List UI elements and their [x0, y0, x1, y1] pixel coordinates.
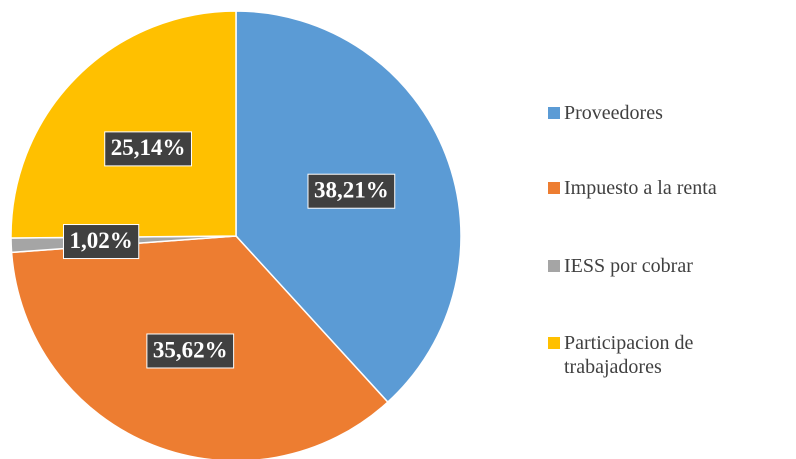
data-label-text: 35,62% — [153, 337, 228, 362]
data-label-box — [62, 224, 140, 260]
data-label-box — [307, 173, 396, 209]
data-label-text: 1,02% — [69, 228, 132, 253]
data-label-text: 38,21% — [314, 177, 389, 202]
legend-swatch — [548, 260, 560, 272]
data-label-text: 25,14% — [111, 135, 186, 160]
legend-label: Proveedores — [564, 102, 663, 124]
legend-item: IESS por cobrar — [548, 254, 788, 278]
legend-label: Participacion de trabajadores — [564, 332, 694, 378]
pie-slice — [10, 10, 237, 239]
data-label: 38,21% — [307, 173, 396, 209]
legend-swatch — [548, 107, 560, 119]
data-label-box — [104, 131, 192, 167]
legend-item: Proveedores — [548, 101, 788, 125]
legend-label: Impuesto a la renta — [564, 177, 717, 199]
data-label: 25,14% — [104, 131, 192, 167]
legend-swatch — [548, 337, 560, 349]
data-label: 35,62% — [146, 333, 235, 369]
legend-swatch — [548, 182, 560, 194]
legend-label: IESS por cobrar — [564, 255, 693, 277]
data-label-box — [146, 333, 235, 369]
legend-item: Participacion de trabajadores — [548, 331, 788, 379]
data-label: 1,02% — [62, 224, 140, 260]
legend-item: Impuesto a la renta — [548, 176, 788, 200]
